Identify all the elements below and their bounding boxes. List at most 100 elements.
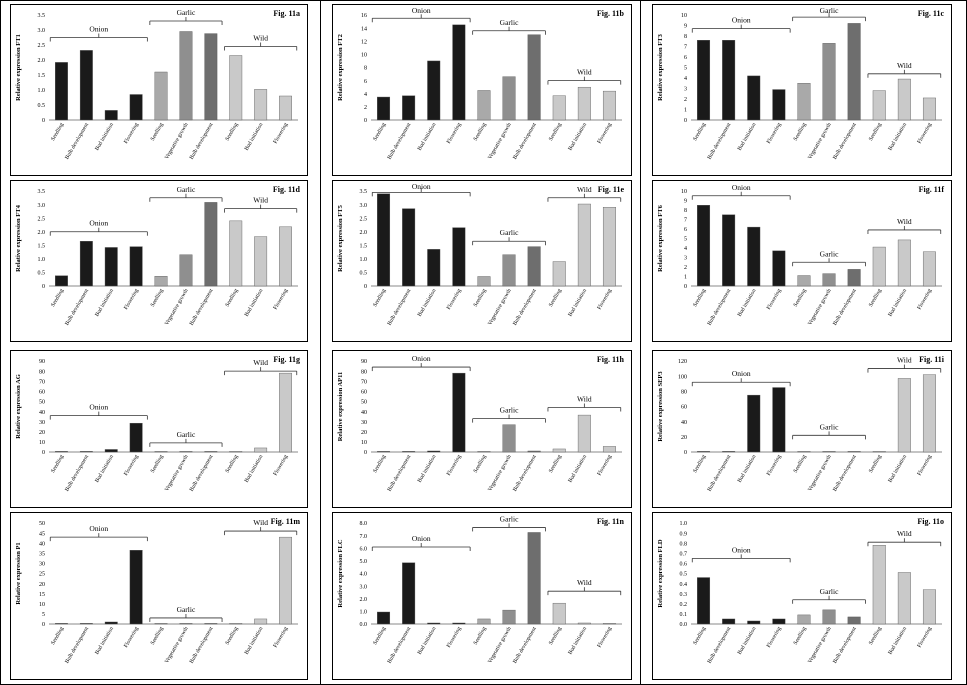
group-bracket bbox=[224, 42, 298, 51]
x-tick-label: Seedling bbox=[548, 122, 563, 142]
x-tick-label: Vegetative growth bbox=[807, 122, 833, 161]
figure-label: Fig. 11d bbox=[273, 185, 301, 194]
bar bbox=[552, 602, 566, 625]
x-tick-label: Flowering bbox=[123, 288, 140, 311]
y-tick-label: 7 bbox=[684, 45, 687, 51]
y-tick-label: 30 bbox=[39, 562, 45, 568]
x-tick-label: Bulb development bbox=[189, 454, 215, 493]
x-tick-label: Seedling bbox=[692, 454, 707, 474]
y-tick-label: 1.5 bbox=[360, 243, 368, 249]
bar bbox=[527, 532, 541, 625]
bar bbox=[502, 254, 516, 287]
y-tick-label: 3 bbox=[684, 256, 687, 262]
group-label: Garlic bbox=[500, 18, 519, 27]
y-tick-label: 4.0 bbox=[360, 572, 368, 578]
y-tick-label: 2.0 bbox=[360, 230, 368, 236]
x-tick-label: Seedling bbox=[372, 454, 387, 474]
group-bracket bbox=[149, 17, 223, 25]
x-tick-label: Vegetative growth bbox=[487, 122, 513, 161]
bar bbox=[452, 372, 466, 453]
bar bbox=[79, 241, 93, 287]
y-tick-label: 0.5 bbox=[680, 572, 688, 578]
bar bbox=[427, 450, 441, 453]
group-label: Onion bbox=[89, 524, 108, 533]
group-bracket bbox=[149, 193, 223, 202]
bar bbox=[527, 34, 541, 121]
y-axis-label: Relative expression AP11 bbox=[337, 372, 344, 442]
group-label: Garlic bbox=[177, 605, 196, 614]
x-tick-label: Seedling bbox=[224, 626, 239, 646]
group-bracket bbox=[149, 438, 223, 447]
bar bbox=[229, 623, 243, 625]
group-label: Garlic bbox=[820, 6, 839, 15]
bar bbox=[79, 623, 93, 625]
x-tick-label: Seedling bbox=[793, 626, 808, 646]
y-tick-label: 25 bbox=[39, 572, 45, 578]
bar bbox=[402, 451, 416, 453]
y-tick-label: 0.4 bbox=[680, 582, 688, 588]
group-bracket bbox=[547, 76, 622, 85]
bar bbox=[822, 43, 836, 121]
x-tick-label: Bud initiation bbox=[94, 122, 115, 152]
bar bbox=[602, 207, 616, 287]
bar bbox=[154, 623, 168, 625]
group-bracket bbox=[867, 538, 942, 547]
y-tick-label: 80 bbox=[39, 369, 45, 375]
group-label: Onion bbox=[89, 25, 108, 34]
y-tick-label: 70 bbox=[361, 379, 367, 385]
chart-panel: Fig. 11c Relative expression FT3 0 1 2 3 4 5 6 7 8… bbox=[652, 4, 952, 176]
y-tick-label: 10 bbox=[361, 53, 367, 59]
x-tick-label: Seedling bbox=[150, 454, 165, 474]
group-label: Garlic bbox=[500, 228, 519, 237]
figure-label: Fig. 11n bbox=[597, 517, 625, 526]
bar bbox=[822, 451, 836, 453]
x-tick-label: Bud initiation bbox=[567, 626, 588, 656]
bar bbox=[552, 448, 566, 453]
y-axis-label: Relative expression FT5 bbox=[337, 204, 344, 271]
group-label: Onion bbox=[412, 6, 431, 15]
x-tick-label: Seedling bbox=[50, 454, 65, 474]
y-tick-label: 60 bbox=[361, 390, 367, 396]
x-tick-label: Seedling bbox=[868, 454, 883, 474]
x-tick-label: Bud initiation bbox=[417, 626, 438, 656]
x-tick-label: Flowering bbox=[596, 122, 613, 145]
group-label: Garlic bbox=[177, 430, 196, 439]
bar bbox=[797, 275, 811, 287]
x-tick-label: Bulb development bbox=[512, 626, 538, 665]
bar bbox=[129, 94, 143, 121]
chart-svg: Fig. 11b Relative expression FT2 0 2 4 6 8 10 12… bbox=[337, 6, 625, 161]
y-axis-label: Relative expression FT3 bbox=[657, 33, 664, 100]
group-bracket bbox=[472, 26, 546, 35]
group-bracket bbox=[371, 14, 471, 23]
table-divider bbox=[0, 0, 1, 685]
bar bbox=[797, 83, 811, 121]
bar bbox=[847, 269, 861, 287]
y-tick-label: 20 bbox=[361, 430, 367, 436]
figure-label: Fig. 11e bbox=[598, 185, 625, 194]
x-tick-label: Bud initiation bbox=[887, 626, 908, 656]
bar bbox=[402, 208, 416, 287]
bar bbox=[847, 23, 861, 121]
y-tick-label: 50 bbox=[39, 400, 45, 406]
group-label: Wild bbox=[253, 196, 268, 205]
x-tick-label: Bulb development bbox=[189, 122, 215, 161]
bar bbox=[55, 62, 68, 121]
x-tick-label: Bulb development bbox=[707, 454, 733, 493]
chart-svg: Fig. 11n Relative expression FLC 0.0 1.0 2.0… bbox=[337, 514, 625, 665]
group-bracket bbox=[49, 411, 148, 420]
bar bbox=[577, 86, 591, 121]
y-tick-label: 0.3 bbox=[680, 592, 688, 598]
x-tick-label: Bulb development bbox=[189, 288, 215, 327]
x-tick-label: Seedling bbox=[50, 288, 65, 308]
bar bbox=[452, 622, 466, 625]
y-tick-label: 6 bbox=[684, 55, 687, 61]
bar bbox=[279, 536, 292, 625]
bar bbox=[79, 451, 93, 453]
x-tick-label: Flowering bbox=[916, 454, 933, 477]
y-axis-label: Relative expression FT2 bbox=[337, 34, 344, 101]
y-tick-label: 2.0 bbox=[360, 597, 368, 603]
group-label: Wild bbox=[897, 61, 912, 70]
bar bbox=[747, 620, 761, 625]
bar bbox=[922, 374, 936, 453]
group-bracket bbox=[691, 378, 791, 387]
